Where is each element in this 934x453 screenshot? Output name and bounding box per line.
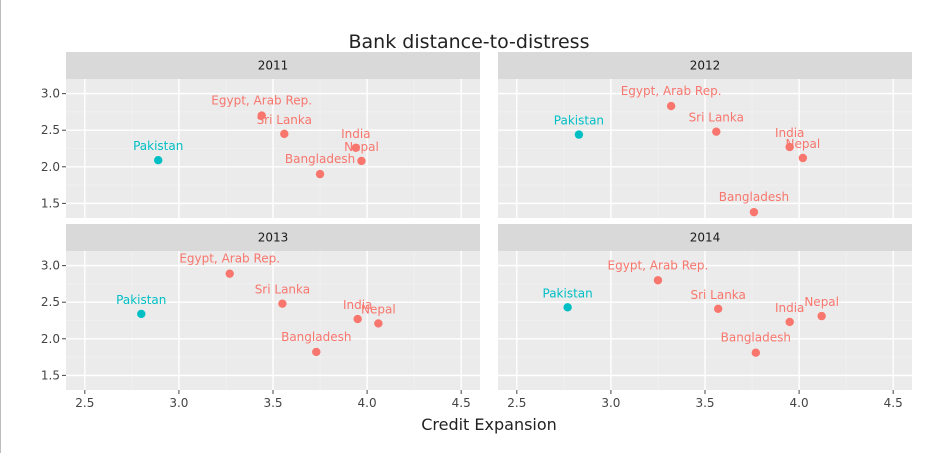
x-axis-title: Credit Expansion (421, 415, 557, 434)
data-point-bangladesh (315, 169, 325, 179)
point-label-india: India (775, 126, 804, 140)
chart-title: Bank distance-to-distress (349, 31, 590, 53)
point-label-bangladesh: Bangladesh (721, 331, 791, 345)
data-point-india (785, 142, 794, 152)
data-point-egypt-arab-rep (666, 101, 676, 111)
facet-strip-label: 2012 (690, 59, 721, 73)
point-label-bangladesh: Bangladesh (281, 330, 351, 344)
facet-panel-2012: 2012 Egypt, Arab Rep. Pakistan Sri Lanka Ind… (498, 52, 912, 218)
point-label-india: India (343, 298, 372, 312)
facet-strip-label: 2013 (258, 231, 289, 245)
data-point-india (351, 143, 360, 152)
x-tick-label: 4.0 (790, 396, 809, 410)
facet-panel-2011: 2011 1.5 2.0 2.5 3.0 Egypt, Arab Rep. Sri Lank… (41, 52, 480, 218)
y-tick-label: 3.0 (41, 87, 60, 101)
data-point-egypt-arab-rep (653, 276, 663, 285)
facet-strip (66, 52, 480, 79)
data-point-pakistan (563, 303, 572, 312)
point-label-egypt-arab-rep: Egypt, Arab Rep. (608, 258, 709, 272)
y-tick-label: 1.5 (41, 196, 60, 210)
data-point-pakistan (574, 130, 584, 139)
point-label-nepal: Nepal (344, 140, 379, 154)
y-tick-label: 1.5 (41, 368, 60, 382)
point-label-nepal: Nepal (786, 137, 821, 151)
point-label-india: India (341, 127, 370, 141)
data-point-bangladesh (751, 348, 761, 357)
point-label-pakistan: Pakistan (133, 139, 183, 153)
point-label-nepal: Nepal (361, 302, 396, 316)
data-point-egypt-arab-rep (257, 111, 266, 120)
point-label-egypt-arab-rep: Egypt, Arab Rep. (621, 84, 722, 98)
data-point-bangladesh (749, 207, 759, 217)
point-label-sri-lanka: Sri Lanka (689, 111, 744, 125)
data-point-sri-lanka (712, 127, 721, 136)
data-point-nepal (817, 311, 826, 321)
data-point-bangladesh (312, 347, 321, 357)
facet-strip (498, 224, 912, 251)
point-label-nepal: Nepal (804, 295, 839, 309)
x-tick-label: 2.5 (507, 396, 526, 410)
data-point-sri-lanka (278, 299, 287, 308)
x-tick-label: 3.0 (169, 396, 188, 410)
facet-strip-label: 2014 (690, 231, 721, 245)
y-tick-label: 2.0 (41, 332, 60, 346)
data-point-pakistan (137, 309, 146, 319)
x-tick-label: 2.5 (75, 396, 94, 410)
point-label-pakistan: Pakistan (543, 286, 593, 300)
x-tick-label: 4.0 (358, 396, 377, 410)
y-tick-label: 2.0 (41, 160, 60, 174)
y-tick-label: 3.0 (41, 259, 60, 273)
facet-strip (66, 224, 480, 251)
point-label-egypt-arab-rep: Egypt, Arab Rep. (179, 252, 280, 266)
point-label-pakistan: Pakistan (116, 293, 166, 307)
facet-panel-2013: 2013 1.5 2.0 2.5 3.0 2.5 3.0 3.5 4.0 4.5 Egypt, Ar… (41, 224, 480, 410)
point-label-bangladesh: Bangladesh (719, 190, 789, 204)
data-point-pakistan (154, 156, 163, 165)
x-tick-label: 4.5 (452, 396, 471, 410)
facet-strip (498, 52, 912, 79)
x-tick-label: 3.5 (695, 396, 714, 410)
point-label-sri-lanka: Sri Lanka (257, 113, 312, 127)
x-tick-label: 3.5 (263, 396, 282, 410)
point-label-pakistan: Pakistan (554, 114, 604, 128)
facet-panel-2014: 2014 2.5 3.0 3.5 4.0 4.5 Egypt, Arab Rep. Pakis… (498, 224, 912, 410)
point-label-india: India (775, 301, 804, 315)
x-tick-label: 3.0 (601, 396, 620, 410)
y-tick-label: 2.5 (41, 123, 60, 137)
data-point-egypt-arab-rep (225, 269, 234, 278)
x-tick-label: 4.5 (884, 396, 903, 410)
y-tick-label: 2.5 (41, 295, 60, 309)
data-point-nepal (357, 156, 366, 166)
data-point-india (785, 317, 794, 327)
data-point-nepal (798, 153, 808, 163)
point-label-sri-lanka: Sri Lanka (255, 283, 310, 297)
data-point-nepal (374, 319, 383, 328)
facet-strip-label: 2011 (258, 59, 289, 73)
point-label-sri-lanka: Sri Lanka (690, 288, 745, 302)
point-label-egypt-arab-rep: Egypt, Arab Rep. (211, 94, 312, 108)
data-point-sri-lanka (280, 129, 289, 139)
point-label-bangladesh: Bangladesh (285, 152, 355, 166)
data-point-india (353, 314, 362, 324)
facet-panels: 2011 1.5 2.0 2.5 3.0 Egypt, Arab Rep. Sri Lank… (41, 52, 912, 410)
data-point-sri-lanka (713, 304, 723, 313)
